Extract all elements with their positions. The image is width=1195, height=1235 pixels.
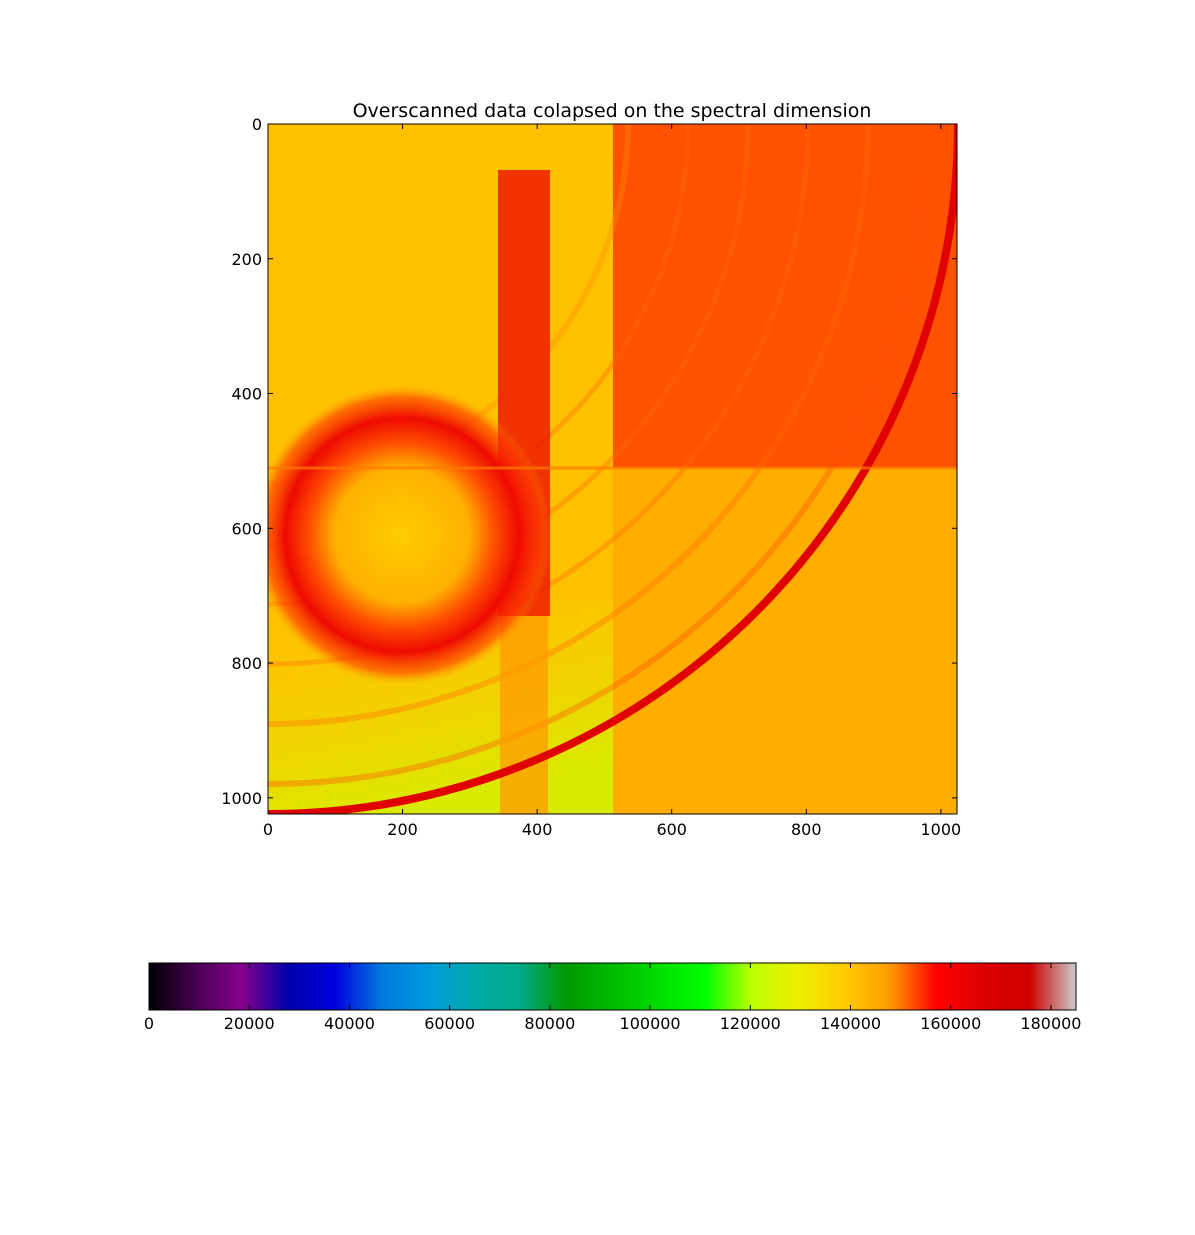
vertical-band-lower — [500, 616, 548, 814]
colorbar-tick-label: 0 — [144, 1014, 154, 1033]
y-tick-label: 200 — [231, 250, 262, 269]
y-tick-label: 0 — [252, 115, 262, 134]
y-tick-label: 800 — [231, 654, 262, 673]
colorbar-tick-label: 40000 — [324, 1014, 375, 1033]
colorbar-frame — [148, 962, 1077, 1011]
y-axis: 0 200 400 600 800 1000 — [221, 115, 957, 808]
colorbar-tick-label: 180000 — [1020, 1014, 1081, 1033]
plot-frame — [267, 123, 958, 815]
colorbar-tick-label: 20000 — [224, 1014, 275, 1033]
x-tick-label: 600 — [656, 820, 687, 839]
x-tick-label: 200 — [387, 820, 418, 839]
colorbar-tick-label: 140000 — [820, 1014, 881, 1033]
ring-feature — [268, 385, 552, 685]
heatmap-image — [268, 124, 957, 814]
colorbar-tick-label: 160000 — [920, 1014, 981, 1033]
y-tick-label: 600 — [231, 519, 262, 538]
colorbar-tick-label: 120000 — [720, 1014, 781, 1033]
colorbar-tick-label: 60000 — [424, 1014, 475, 1033]
colorbar-gradient — [149, 963, 1076, 1010]
x-tick-label: 800 — [791, 820, 822, 839]
x-axis: 0 200 400 600 800 1000 — [263, 124, 961, 839]
x-tick-label: 0 — [263, 820, 273, 839]
y-tick-label: 1000 — [221, 789, 262, 808]
quadrant-bottom-right — [613, 468, 957, 814]
chart-title: Overscanned data colapsed on the spectra… — [353, 100, 872, 122]
x-tick-label: 400 — [522, 820, 553, 839]
colorbar-tick-label: 100000 — [620, 1014, 681, 1033]
colorbar-axis: 0 20000 40000 60000 80000 100000 120000 140000 1… — [144, 963, 1081, 1033]
x-tick-label: 1000 — [920, 820, 961, 839]
y-tick-label: 400 — [231, 385, 262, 404]
colorbar-tick-label: 80000 — [524, 1014, 575, 1033]
